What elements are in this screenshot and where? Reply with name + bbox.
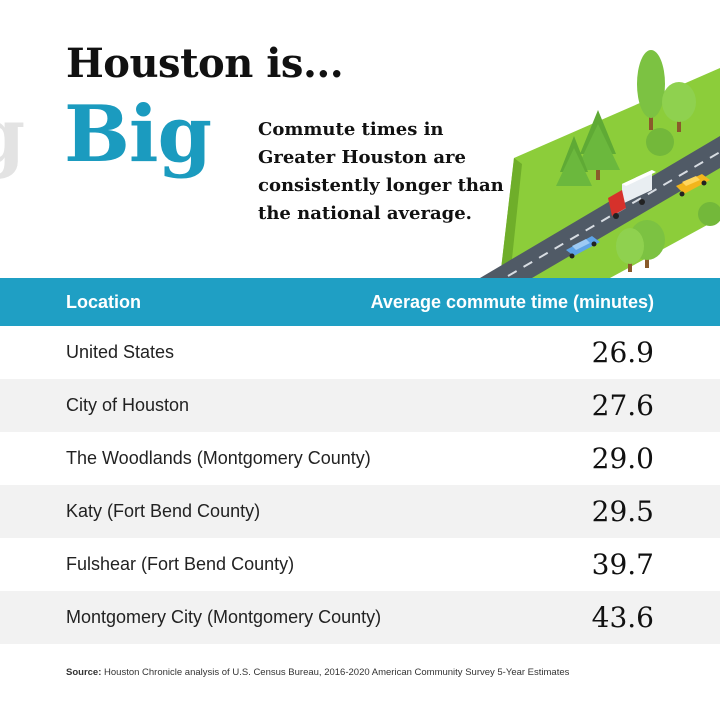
table-row: City of Houston 27.6 [0, 379, 720, 432]
car-icon [676, 174, 710, 197]
tree-icon [646, 128, 674, 156]
row-value: 29.0 [591, 442, 654, 475]
row-value: 43.6 [591, 601, 654, 634]
tree-icon [662, 82, 696, 132]
grass-platform [500, 68, 720, 278]
row-location: Katy (Fort Bend County) [66, 501, 261, 521]
tree-icon [556, 136, 592, 186]
row-value: 26.9 [591, 336, 654, 369]
road-icon [480, 136, 720, 278]
row-location: United States [66, 342, 175, 362]
source-note: Source: Houston Chronicle analysis of U.… [66, 667, 569, 678]
column-header-commute-time: Average commute time (minutes) [370, 291, 654, 312]
grass-shade [500, 158, 522, 278]
table-header: Location Average commute time (minutes) [0, 278, 720, 326]
tree-icon [637, 50, 665, 130]
source-label: Source: [66, 667, 102, 678]
row-value: 39.7 [591, 548, 654, 581]
row-location: The Woodlands (Montgomery County) [66, 448, 371, 468]
tree-icon [576, 110, 620, 180]
truck-icon [608, 170, 656, 219]
row-location: Montgomery City (Montgomery County) [66, 607, 382, 627]
source-text: Houston Chronicle analysis of U.S. Censu… [104, 667, 570, 678]
highway-illustration [480, 50, 720, 278]
ghost-letter: g [0, 98, 25, 174]
header: g Houston is... Big Commute times in Gre… [0, 0, 720, 278]
row-value: 27.6 [591, 389, 654, 422]
table-row: Katy (Fort Bend County) 29.5 [0, 485, 720, 538]
title-line-2: Big [64, 89, 212, 180]
row-location: City of Houston [66, 395, 190, 415]
title-line-1: Houston is... [66, 40, 344, 87]
table-row: The Woodlands (Montgomery County) 29.0 [0, 432, 720, 485]
tree-icon [616, 228, 644, 272]
commute-table: Location Average commute time (minutes) … [0, 278, 720, 644]
table-row: Fulshear (Fort Bend County) 39.7 [0, 538, 720, 591]
subtitle: Commute times in Greater Houston are con… [258, 119, 504, 224]
column-header-location: Location [66, 291, 141, 312]
row-value: 29.5 [591, 495, 654, 528]
car-icon [566, 236, 600, 259]
row-location: Fulshear (Fort Bend County) [66, 554, 295, 574]
table-row: United States 26.9 [0, 326, 720, 379]
tree-icon [698, 202, 720, 226]
table-row: Montgomery City (Montgomery County) 43.6 [0, 591, 720, 644]
